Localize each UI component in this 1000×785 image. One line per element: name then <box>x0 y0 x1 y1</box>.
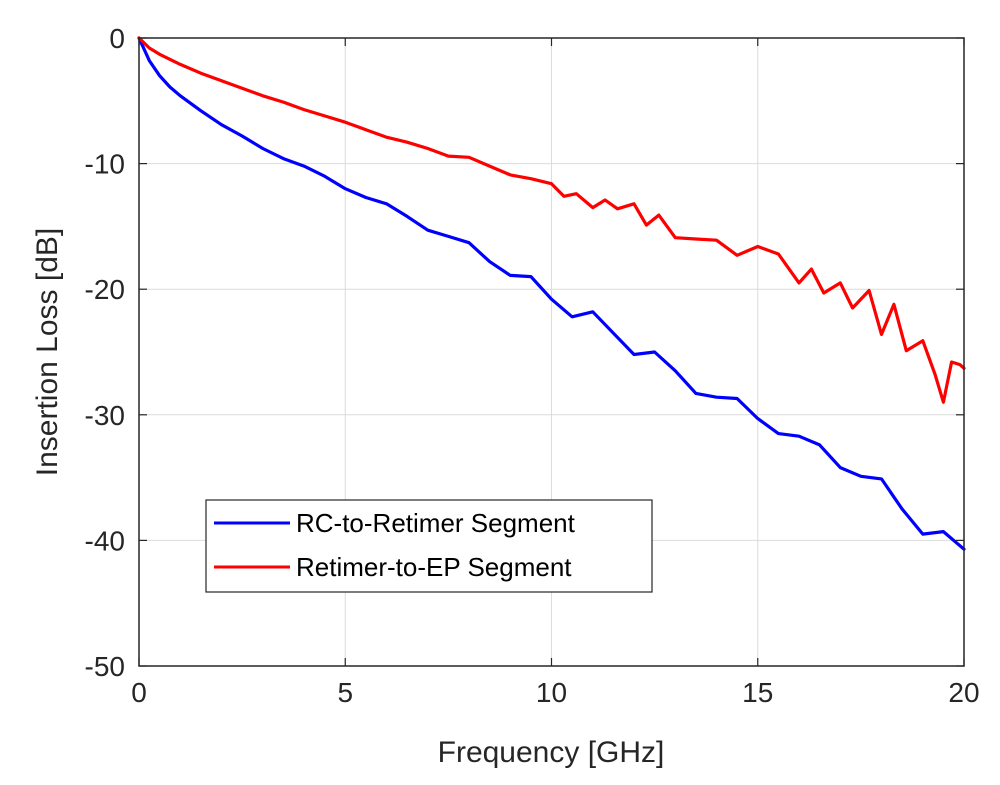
legend-label-rc-to-retimer: RC-to-Retimer Segment <box>296 508 576 538</box>
y-tick-label: -20 <box>85 274 125 305</box>
legend-box <box>205 499 653 593</box>
x-tick-label: 5 <box>337 677 353 708</box>
series-layer <box>137 36 966 551</box>
x-tick-label: 10 <box>536 677 567 708</box>
series-line-1 <box>137 36 966 404</box>
x-tick-label: 15 <box>742 677 773 708</box>
y-tick-label: 0 <box>109 23 125 54</box>
series-line-0 <box>137 36 966 551</box>
ticks <box>138 37 965 667</box>
x-axis-label: Frequency [GHz] <box>438 736 665 769</box>
legend-label-retimer-to-ep: Retimer-to-EP Segment <box>296 552 572 582</box>
x-tick-label: 20 <box>948 677 979 708</box>
y-tick-label: -10 <box>85 149 125 180</box>
legend: RC-to-Retimer Segment Retimer-to-EP Segm… <box>205 499 653 593</box>
y-tick-label: -40 <box>85 525 125 556</box>
y-tick-label: -50 <box>85 651 125 682</box>
y-axis-label: Insertion Loss [dB] <box>31 228 64 476</box>
y-tick-label: -30 <box>85 400 125 431</box>
tick-labels: 0 5 10 15 20 0 -10 -20 -30 -40 -50 <box>85 23 980 708</box>
x-tick-label: 0 <box>131 677 147 708</box>
